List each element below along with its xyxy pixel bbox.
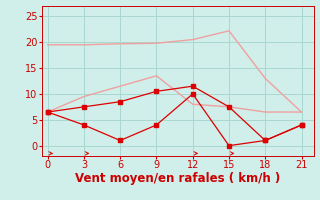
X-axis label: Vent moyen/en rafales ( km/h ): Vent moyen/en rafales ( km/h ) <box>75 172 280 185</box>
